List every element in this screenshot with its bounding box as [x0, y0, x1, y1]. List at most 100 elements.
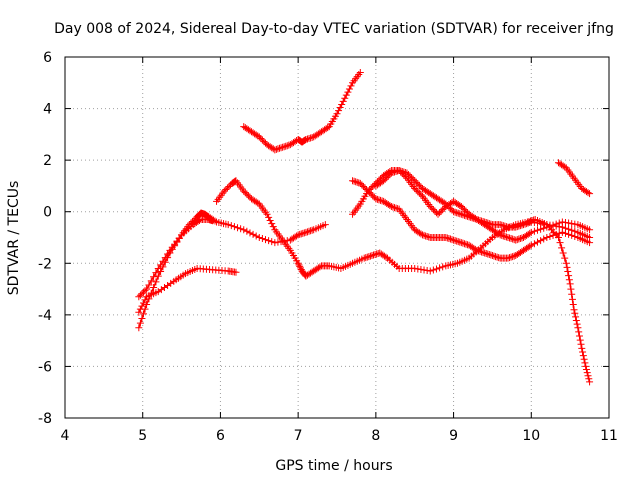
data-point [418, 231, 426, 239]
data-point [234, 224, 242, 232]
data-point [366, 189, 374, 197]
data-point [275, 144, 283, 152]
data-point [570, 306, 578, 314]
data-point [363, 253, 371, 261]
data-point [518, 221, 526, 229]
data-point [237, 225, 245, 233]
data-point [579, 348, 587, 356]
x-tick-label: 8 [371, 428, 380, 444]
data-point [230, 178, 238, 186]
y-tick-label: -2 [38, 256, 52, 272]
data-point [450, 208, 458, 216]
data-point [150, 284, 158, 292]
data-point [496, 231, 504, 239]
data-point [565, 272, 573, 280]
data-point [417, 265, 425, 273]
data-point [316, 263, 324, 271]
data-point [381, 175, 389, 183]
data-point [258, 235, 266, 243]
series-arc-9 [554, 159, 594, 198]
data-point [135, 324, 143, 332]
data-point [271, 239, 279, 247]
data-point [342, 91, 350, 99]
data-point [499, 232, 507, 240]
data-point [373, 195, 381, 203]
data-point [369, 182, 377, 190]
data-point [473, 246, 481, 254]
data-point [512, 223, 520, 231]
data-point [464, 241, 472, 249]
data-point [426, 267, 434, 275]
data-point [209, 217, 217, 225]
data-point [378, 197, 386, 205]
data-point [582, 362, 590, 370]
data-point [513, 236, 521, 244]
data-point [498, 231, 506, 239]
data-point [581, 359, 589, 367]
data-point [516, 235, 524, 243]
data-point [534, 226, 542, 234]
data-point [364, 187, 372, 195]
data-point [417, 191, 425, 199]
data-point [479, 248, 487, 256]
data-point [584, 372, 592, 380]
series-arc-4 [213, 177, 594, 386]
data-point [344, 88, 352, 96]
data-point [415, 181, 423, 189]
data-point [558, 218, 566, 226]
data-point [384, 172, 392, 180]
data-point [451, 237, 459, 245]
data-point [453, 237, 461, 245]
data-point [263, 210, 271, 218]
data-point [515, 235, 523, 243]
data-point [255, 234, 263, 241]
data-point [476, 247, 484, 255]
data-point [540, 235, 548, 243]
data-point [225, 182, 233, 190]
data-point [257, 134, 265, 142]
data-point [371, 251, 379, 259]
data-point [520, 221, 528, 229]
data-point [220, 187, 228, 195]
data-point [145, 281, 153, 289]
data-point [556, 239, 564, 247]
data-point [395, 166, 403, 174]
data-point [377, 196, 385, 204]
data-point [345, 85, 353, 93]
data-point [442, 234, 450, 241]
data-point [459, 211, 467, 219]
data-point [195, 216, 203, 224]
data-point [571, 220, 579, 228]
data-point [265, 237, 273, 245]
data-point [232, 268, 240, 276]
data-point [141, 287, 149, 295]
data-point [515, 222, 523, 230]
y-tick-label: 4 [43, 102, 52, 118]
data-point [540, 224, 548, 232]
data-point [277, 144, 285, 152]
data-point [585, 375, 593, 383]
data-point [296, 230, 304, 238]
data-point [300, 229, 308, 237]
data-point [474, 247, 482, 255]
data-point [526, 229, 534, 237]
data-point [422, 232, 430, 240]
data-point [572, 313, 580, 321]
data-point [157, 268, 165, 276]
data-point [386, 202, 394, 210]
data-point [530, 227, 538, 235]
data-point [335, 107, 343, 115]
data-point [420, 231, 428, 239]
x-tick-label: 6 [216, 428, 225, 444]
data-point [451, 208, 459, 216]
data-point [459, 204, 467, 212]
data-point [462, 207, 470, 215]
data-point [568, 290, 576, 298]
data-point [559, 249, 567, 257]
data-point [423, 267, 431, 275]
data-point [457, 210, 465, 218]
data-point [504, 234, 512, 241]
data-point [369, 192, 377, 200]
data-point [154, 272, 162, 280]
